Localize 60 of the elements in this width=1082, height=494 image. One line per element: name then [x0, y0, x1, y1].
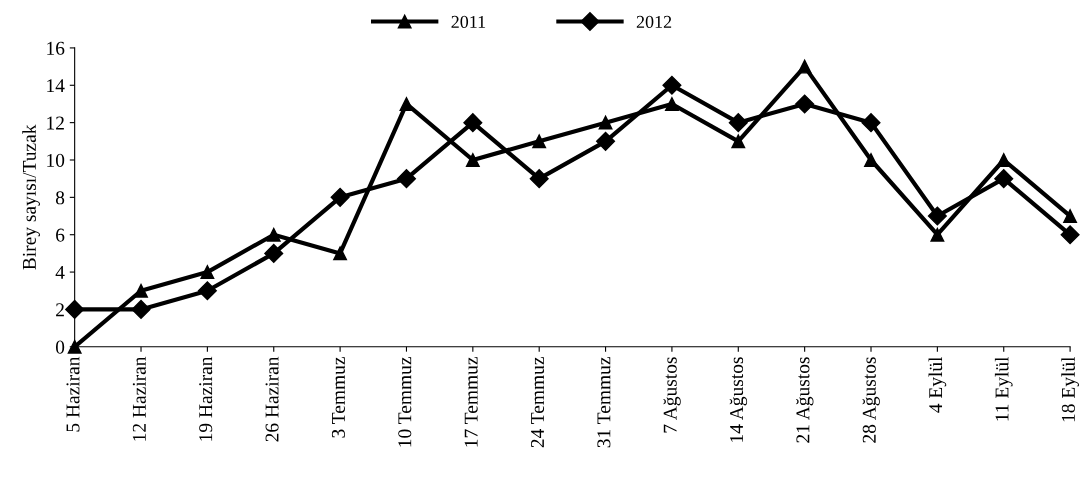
x-tick-label: 14 Ağustos: [729, 357, 748, 442]
x-tick-label: 11 Eylül: [994, 356, 1013, 421]
x-tick-label: 18 Eylül: [1061, 356, 1079, 422]
point: [396, 169, 417, 189]
x-tick-label: 3 Temmuz: [331, 357, 345, 438]
point: [930, 227, 945, 242]
point: [529, 169, 549, 189]
y-tick-label: 12: [47, 116, 64, 130]
point: [598, 115, 613, 130]
y-tick-label: 8: [55, 191, 65, 205]
y-axis-title: Birey sayısı/Tuzak: [22, 124, 40, 270]
point: [596, 131, 616, 151]
point: [731, 134, 746, 149]
point: [994, 169, 1014, 189]
point: [728, 113, 748, 133]
point: [465, 153, 480, 167]
y-tick-label: 10: [47, 153, 65, 167]
point: [131, 299, 151, 319]
x-tick-label: 5 Haziran: [66, 356, 80, 432]
x-tick-label: 19 Haziran: [199, 356, 213, 441]
y-tick-label: 6: [56, 228, 65, 242]
point: [996, 153, 1011, 167]
y-tick-label: 16: [47, 41, 65, 55]
x-tick-label: 17 Temmuz: [464, 357, 478, 447]
legend-label: 2012: [636, 15, 672, 28]
point: [1060, 225, 1080, 245]
x-tick-label: 21 Ağustos: [795, 357, 814, 443]
y-tick-label: 0: [55, 340, 65, 354]
point: [266, 227, 281, 242]
x-tick-label: 24 Temmuz: [531, 357, 545, 448]
point: [399, 97, 414, 111]
x-tick-label: 4 Eylül: [928, 356, 947, 413]
point: [532, 134, 547, 149]
point: [861, 113, 881, 133]
point: [264, 243, 284, 263]
point: [864, 153, 878, 167]
y-tick-label: 2: [56, 303, 64, 317]
point: [65, 299, 85, 319]
x-tick-label: 7 Ağustos: [663, 357, 681, 433]
point: [330, 187, 350, 207]
point: [797, 59, 812, 74]
x-tick-label: 12 Haziran: [132, 356, 146, 441]
x-tick-label: 28 Ağustos: [862, 357, 880, 443]
x-tick-label: 31 Temmuz: [597, 357, 611, 448]
point: [463, 113, 483, 133]
point: [200, 265, 215, 280]
point: [662, 75, 682, 95]
point: [67, 339, 82, 354]
point: [333, 246, 348, 261]
y-tick-label: 14: [47, 79, 65, 93]
x-tick-label: 26 Haziran: [265, 356, 279, 442]
point: [134, 283, 148, 298]
point: [1063, 209, 1078, 223]
legend-label: 2011: [451, 15, 486, 28]
point: [927, 206, 947, 226]
point: [664, 97, 679, 111]
y-tick-label: 4: [55, 266, 65, 279]
point: [197, 281, 217, 301]
x-tick-label: 10 Temmuz: [398, 357, 412, 447]
point: [795, 94, 815, 114]
